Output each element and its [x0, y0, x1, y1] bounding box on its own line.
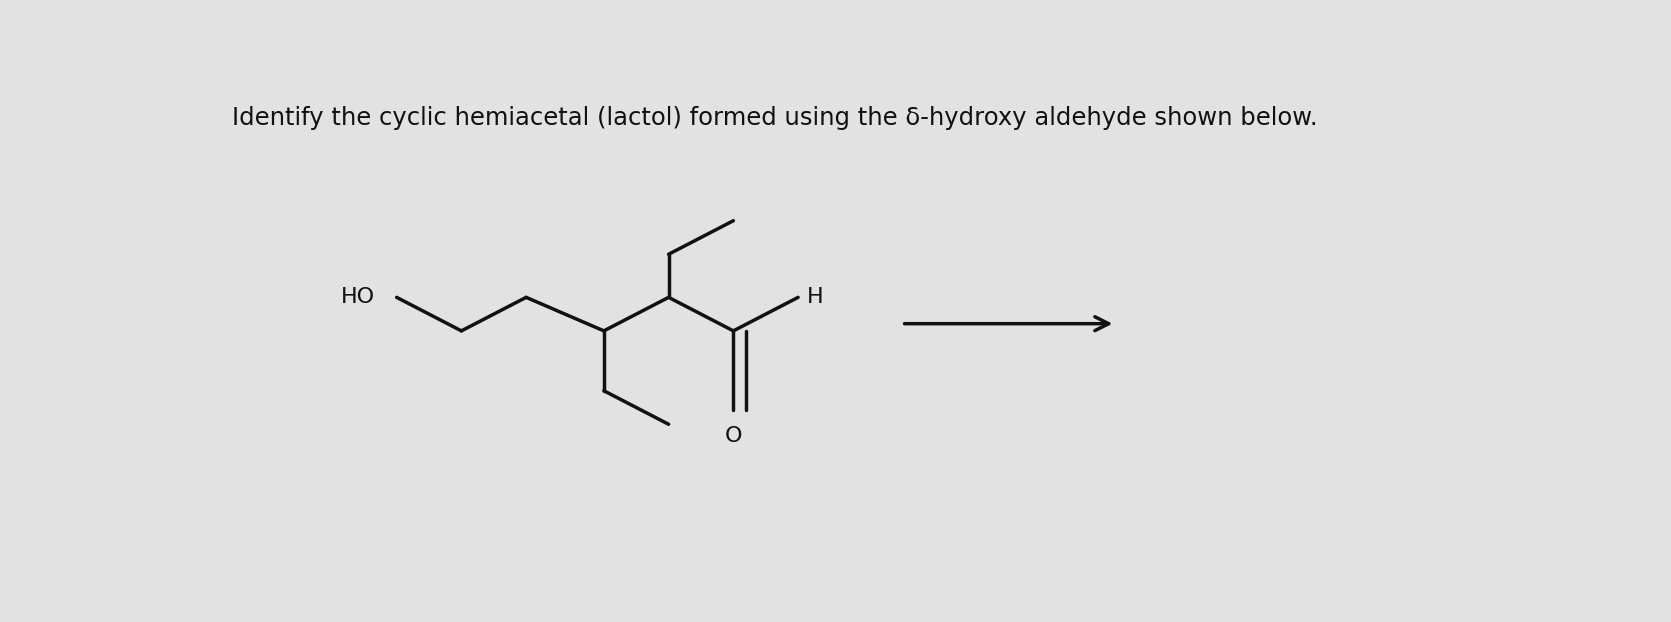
Text: O: O — [725, 426, 742, 446]
Text: H: H — [807, 287, 824, 307]
Text: HO: HO — [341, 287, 374, 307]
Text: Identify the cyclic hemiacetal (lactol) formed using the δ-hydroxy aldehyde show: Identify the cyclic hemiacetal (lactol) … — [232, 106, 1318, 130]
